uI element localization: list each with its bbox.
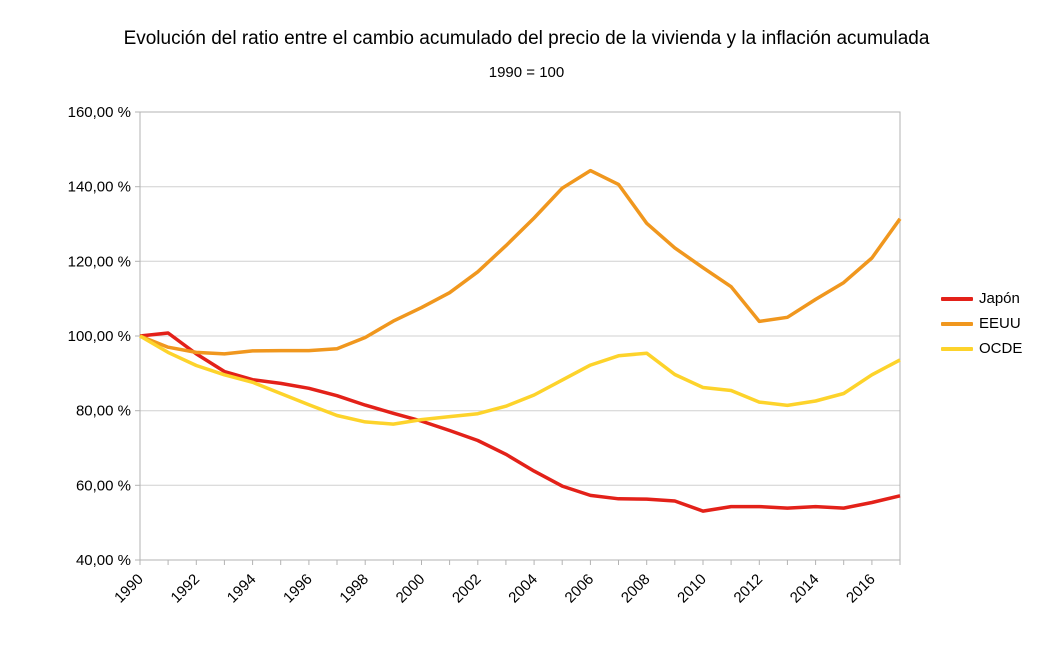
legend-item-eeuu[interactable]: EEUU xyxy=(941,311,1022,336)
y-axis-tick-label: 120,00 % xyxy=(68,253,131,270)
legend: Japón EEUU OCDE xyxy=(941,286,1022,361)
legend-label-ocde: OCDE xyxy=(979,340,1023,357)
y-axis-tick-label: 40,00 % xyxy=(76,552,131,569)
legend-swatch-ocde xyxy=(941,346,973,351)
x-axis-tick-label: 1994 xyxy=(224,571,260,607)
legend-label-japon: Japón xyxy=(979,290,1020,307)
legend-label-eeuu: EEUU xyxy=(979,315,1021,332)
x-axis-tick-label: 2016 xyxy=(843,571,879,607)
legend-swatch-eeuu xyxy=(941,321,973,326)
y-axis-tick-label: 60,00 % xyxy=(76,477,131,494)
x-axis-tick-label: 2014 xyxy=(787,571,823,607)
x-axis-tick-label: 1998 xyxy=(336,571,372,607)
chart-title: Evolución del ratio entre el cambio acum… xyxy=(123,28,930,49)
x-axis-tick-label: 2012 xyxy=(731,571,767,607)
y-axis-tick-label: 100,00 % xyxy=(68,328,131,345)
x-axis-tick-label: 2006 xyxy=(562,571,598,607)
y-axis-tick-label: 160,00 % xyxy=(68,104,131,121)
x-axis-tick-label: 2010 xyxy=(674,571,710,607)
y-axis-tick-label: 140,00 % xyxy=(68,179,131,196)
legend-item-ocde[interactable]: OCDE xyxy=(941,336,1022,361)
x-axis-tick-label: 2002 xyxy=(449,571,485,607)
legend-item-japon[interactable]: Japón xyxy=(941,286,1022,311)
x-axis-tick-label: 1992 xyxy=(168,571,204,607)
x-axis-tick-label: 2004 xyxy=(505,571,541,607)
series-line-ocde[interactable] xyxy=(139,334,901,426)
chart-subtitle: 1990 = 100 xyxy=(488,64,565,81)
x-axis-tick-label: 2008 xyxy=(618,571,654,607)
series-line-eeuu[interactable] xyxy=(139,168,902,356)
y-axis-tick-label: 80,00 % xyxy=(76,403,131,420)
x-axis-tick-label: 1996 xyxy=(280,571,316,607)
series-line-japón[interactable] xyxy=(139,331,901,513)
x-axis-tick-label: 2000 xyxy=(393,571,429,607)
legend-swatch-japon xyxy=(941,296,973,301)
x-axis-tick-label: 1990 xyxy=(111,571,147,607)
